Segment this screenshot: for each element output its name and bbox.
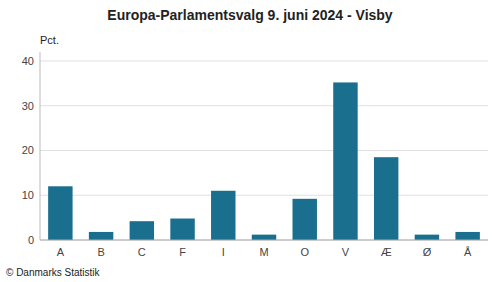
bar <box>89 232 113 240</box>
y-tick-label: 30 <box>22 100 34 112</box>
bar <box>293 199 317 240</box>
x-tick-label: Å <box>464 246 472 258</box>
bar <box>48 186 72 240</box>
bar <box>252 235 276 240</box>
grid-line <box>40 105 488 106</box>
chart: Europa-Parlamentsvalg 9. juni 2024 - Vis… <box>0 0 500 282</box>
bar <box>415 235 439 240</box>
x-tick-label: C <box>138 246 146 258</box>
grid-line <box>40 240 488 241</box>
bar <box>374 157 398 240</box>
x-tick-label: V <box>342 246 350 258</box>
bars <box>48 82 480 240</box>
x-tick-label: M <box>259 246 268 258</box>
y-tick-label: 0 <box>28 234 34 246</box>
grid-line <box>40 195 488 196</box>
y-axis-line <box>40 52 41 240</box>
bar <box>455 232 479 240</box>
x-tick-label: B <box>97 246 104 258</box>
x-axis-line <box>40 240 488 241</box>
y-axis-label: Pct. <box>40 34 59 46</box>
chart-container: Europa-Parlamentsvalg 9. juni 2024 - Vis… <box>0 0 500 282</box>
grid-line <box>40 150 488 151</box>
grid <box>40 61 488 240</box>
x-tick-label: Ø <box>423 246 432 258</box>
y-tick-label: 20 <box>22 144 34 156</box>
x-tick-label: A <box>57 246 65 258</box>
x-tick-label: O <box>300 246 309 258</box>
bar <box>170 219 194 240</box>
x-tick-label: I <box>222 246 225 258</box>
footer: © Danmarks Statistik <box>6 267 101 278</box>
x-tick-label: Æ <box>381 246 392 258</box>
y-tick-label: 10 <box>22 189 34 201</box>
x-tick-label: F <box>179 246 186 258</box>
y-tick-label: 40 <box>22 55 34 67</box>
title: Europa-Parlamentsvalg 9. juni 2024 - Vis… <box>107 7 393 23</box>
bar <box>333 82 357 240</box>
bar <box>130 221 154 240</box>
grid-line <box>40 60 488 61</box>
bar <box>211 191 235 240</box>
